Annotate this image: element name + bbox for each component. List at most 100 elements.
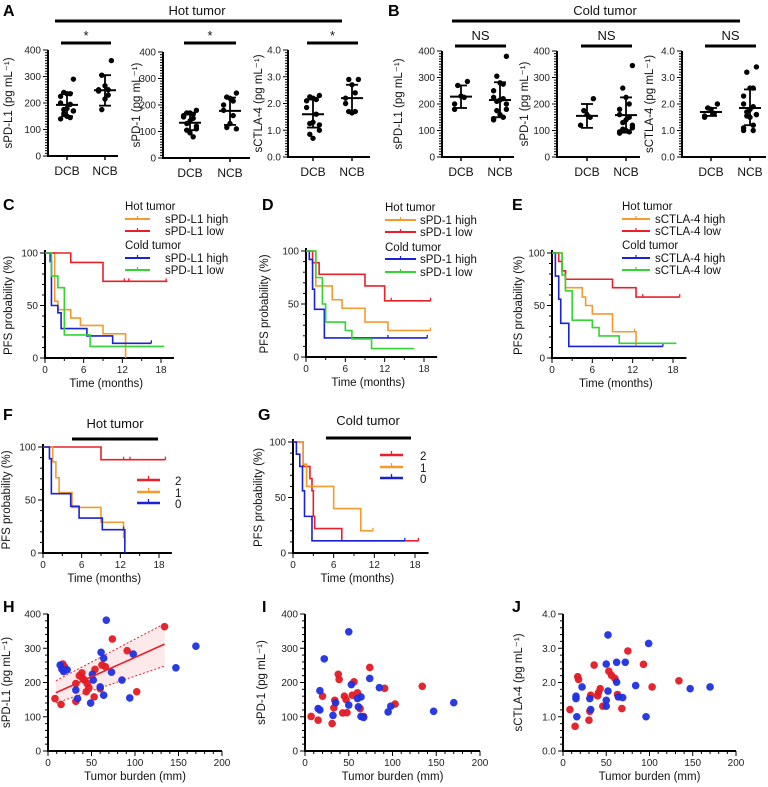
y-tick-label: 0 bbox=[539, 354, 545, 365]
x-tick-label: 18 bbox=[418, 364, 430, 375]
scatter-point bbox=[316, 706, 324, 714]
significance-label: NS bbox=[721, 28, 739, 43]
panel-label-h: H bbox=[3, 599, 15, 616]
x-tick-label: 6 bbox=[81, 365, 87, 376]
y-axis-title: PFS probability (%) bbox=[3, 256, 15, 355]
panel-label-b: B bbox=[388, 3, 400, 20]
data-point bbox=[70, 108, 77, 114]
y-axis-title: sCTLA-4 (pg mL⁻¹) bbox=[513, 633, 525, 731]
y-tick-label: 0 bbox=[292, 747, 298, 758]
y-tick-label: 400 bbox=[418, 47, 435, 58]
legend-label: sPD-1 high bbox=[420, 215, 477, 227]
y-tick-label: 300 bbox=[281, 644, 298, 655]
chart-title: Hot tumor bbox=[86, 416, 144, 431]
y-tick-label: 0 bbox=[544, 153, 550, 164]
y-tick-label: 200 bbox=[281, 678, 298, 689]
y-tick-label: 400 bbox=[533, 47, 550, 58]
legend-label: sCTLA-4 high bbox=[655, 253, 725, 265]
y-tick-label: 0 bbox=[35, 747, 41, 758]
data-point bbox=[753, 64, 760, 70]
scatter-point bbox=[706, 683, 714, 691]
scatter-point bbox=[566, 705, 574, 714]
scatter-point bbox=[571, 722, 579, 731]
x-axis-title: Time (months) bbox=[579, 378, 653, 390]
x-category-label: DCB bbox=[698, 165, 723, 179]
panel-label-j: J bbox=[512, 599, 521, 616]
y-tick-label: 0.0 bbox=[661, 153, 675, 164]
scatter-point bbox=[357, 693, 365, 701]
data-point bbox=[626, 101, 632, 107]
panel-label-a: A bbox=[3, 3, 15, 20]
scatter-point bbox=[418, 682, 427, 691]
data-point bbox=[577, 122, 584, 128]
y-tick-label: 2.0 bbox=[661, 100, 675, 111]
y-tick-label: 400 bbox=[281, 610, 298, 621]
survival-curve bbox=[45, 252, 168, 283]
legend-label: 2 bbox=[175, 476, 181, 488]
legend-label: 0 bbox=[420, 474, 426, 486]
x-tick-label: 150 bbox=[684, 758, 701, 769]
data-point bbox=[233, 126, 240, 132]
x-category-label: DCB bbox=[448, 165, 473, 179]
group-title: Cold tumor bbox=[573, 3, 637, 18]
y-tick-label: 0.0 bbox=[267, 153, 281, 164]
legend-label: sCTLA-4 high bbox=[655, 214, 725, 226]
panel-label-e: E bbox=[512, 197, 523, 214]
x-tick-label: 0 bbox=[560, 758, 566, 769]
data-point bbox=[750, 127, 756, 134]
legend-label: sPD-1 low bbox=[420, 267, 473, 279]
data-point bbox=[740, 101, 747, 107]
scatter-point bbox=[604, 687, 612, 695]
x-tick-label: 100 bbox=[384, 758, 401, 769]
scatter-point bbox=[320, 655, 329, 663]
x-tick-label: 6 bbox=[331, 560, 337, 571]
scatter-point bbox=[365, 663, 374, 672]
data-point bbox=[503, 106, 510, 113]
x-tick-label: 100 bbox=[641, 758, 658, 769]
data-point bbox=[57, 116, 64, 122]
data-point bbox=[490, 117, 497, 123]
x-tick-label: 200 bbox=[472, 758, 489, 769]
y-axis-title: sPD-1 (pg mL⁻¹) bbox=[519, 61, 531, 146]
y-axis-title: sPD-1 (pg mL⁻¹) bbox=[131, 62, 143, 147]
survival-curve bbox=[552, 252, 637, 346]
data-point bbox=[490, 88, 497, 94]
scatter-point bbox=[612, 658, 621, 667]
x-tick-label: 0 bbox=[290, 560, 296, 571]
y-tick-label: 0 bbox=[280, 549, 286, 560]
scatter-point bbox=[57, 700, 65, 709]
scatter-point bbox=[621, 658, 630, 667]
scatter-point bbox=[586, 705, 595, 714]
y-tick-label: 100 bbox=[24, 125, 41, 136]
data-point bbox=[70, 76, 77, 82]
y-tick-label: 400 bbox=[139, 48, 156, 59]
data-point bbox=[744, 69, 750, 75]
scatter-point bbox=[89, 676, 98, 684]
x-category-label: NCB bbox=[217, 166, 242, 180]
legend-group-title: Hot tumor bbox=[385, 202, 436, 214]
data-point bbox=[230, 112, 236, 119]
data-point bbox=[740, 127, 747, 134]
x-tick-label: 12 bbox=[117, 365, 129, 376]
x-category-label: DCB bbox=[574, 165, 599, 179]
scatter-point bbox=[63, 666, 71, 674]
scatter-point bbox=[108, 635, 117, 643]
x-axis-title: Tumor burden (mm) bbox=[599, 771, 701, 783]
scatter-point bbox=[675, 676, 683, 685]
x-tick-label: 6 bbox=[343, 364, 349, 375]
scatter-point bbox=[335, 675, 343, 684]
y-tick-label: 4.0 bbox=[267, 46, 281, 57]
scatter-point bbox=[125, 694, 134, 702]
data-point bbox=[316, 127, 323, 133]
survival-curve bbox=[552, 252, 677, 345]
scatter-point bbox=[314, 716, 322, 724]
data-point bbox=[581, 107, 587, 114]
y-tick-label: 300 bbox=[24, 644, 41, 655]
y-axis-title: sPD-1 (pg mL⁻¹) bbox=[256, 640, 268, 725]
x-tick-label: 6 bbox=[590, 365, 596, 376]
scatter-point bbox=[590, 661, 598, 669]
y-tick-label: 4.0 bbox=[661, 47, 675, 58]
data-point bbox=[105, 92, 111, 98]
